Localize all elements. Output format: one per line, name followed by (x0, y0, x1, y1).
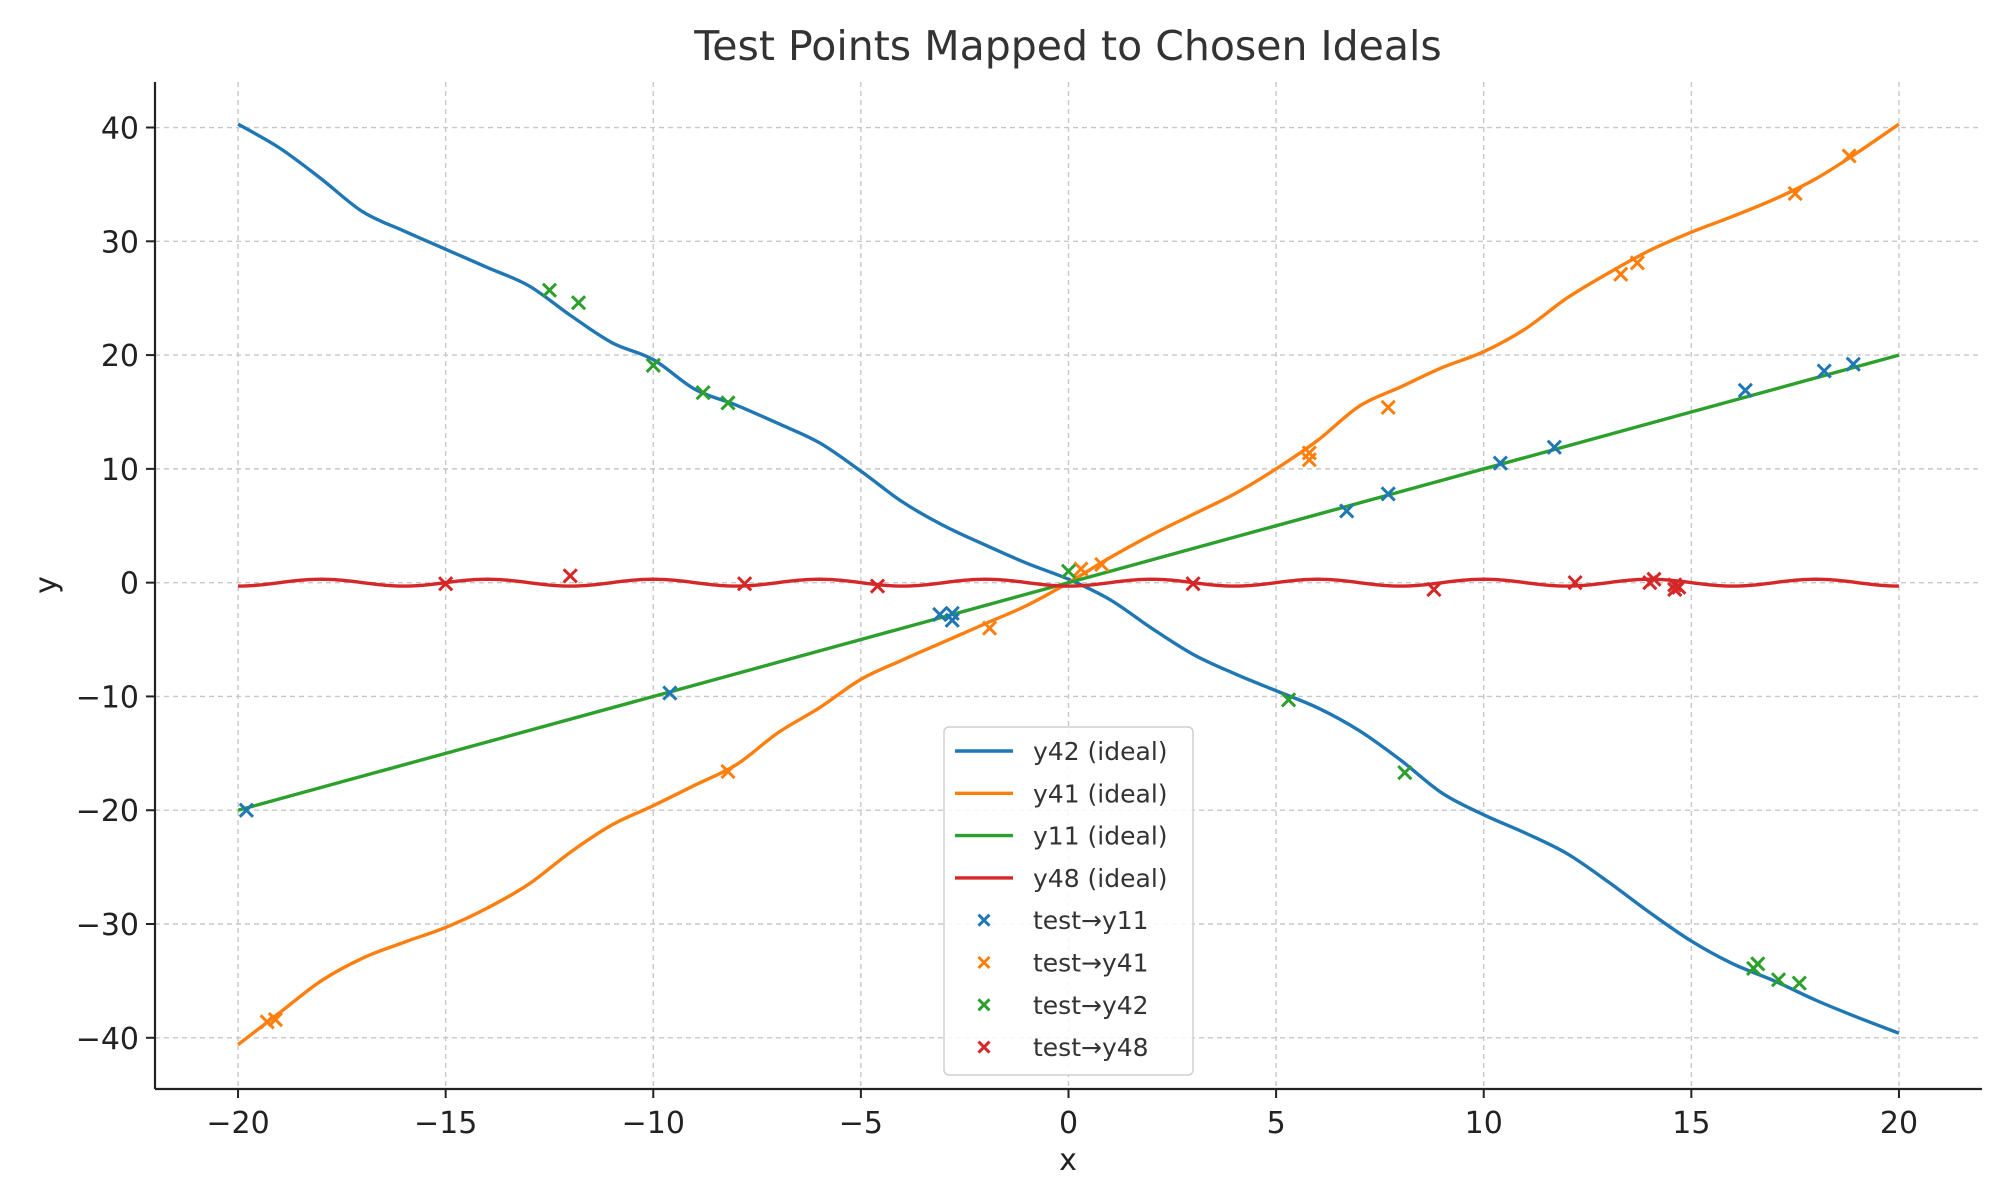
legend-label: y42 (ideal) (1033, 737, 1168, 766)
test-point-marker (267, 1011, 284, 1028)
legend-label: y41 (ideal) (1033, 779, 1168, 808)
test-point-marker (1339, 503, 1355, 519)
x-axis-label: x (1059, 1143, 1077, 1178)
legend-label: y48 (ideal) (1033, 864, 1168, 893)
test-point-marker (541, 282, 558, 298)
test-point-marker (944, 612, 960, 628)
y-tick-label: 10 (101, 453, 139, 488)
series-line-y11-ideal (237, 353, 1900, 812)
y-tick-label: −40 (76, 1022, 139, 1057)
test-point-marker (562, 568, 578, 584)
test-point-marker (1646, 571, 1662, 587)
test-point-markers (238, 148, 1861, 1030)
test-point-marker (1280, 692, 1297, 708)
legend-label: test→y41 (1033, 949, 1149, 978)
legend-marker (977, 955, 991, 970)
test-point-marker (1567, 575, 1583, 591)
y-tick-label: 40 (101, 112, 139, 147)
test-point-marker (932, 606, 948, 623)
y-axis-label: y (29, 576, 64, 594)
test-point-marker (662, 685, 678, 701)
x-tick-label: −20 (206, 1106, 269, 1141)
series-line-y48-ideal (238, 577, 1899, 588)
legend-label: test→y48 (1033, 1033, 1149, 1062)
test-point-marker (1750, 956, 1766, 972)
x-tick-label: 0 (1059, 1106, 1078, 1141)
test-point-marker (1671, 579, 1687, 595)
legend-label: test→y11 (1033, 906, 1149, 935)
test-point-marker (720, 395, 736, 411)
y-tick-label: 20 (101, 339, 139, 374)
y-tick-label: 0 (120, 567, 139, 602)
test-point-marker (645, 357, 661, 373)
test-point-marker (1770, 972, 1787, 988)
y-tick-label: −30 (76, 908, 139, 943)
test-point-marker (981, 620, 998, 636)
test-point-marker (1301, 452, 1317, 468)
x-tick-label: 5 (1267, 1106, 1286, 1141)
chart-title: Test Points Mapped to Chosen Ideals (693, 22, 1442, 70)
legend-marker (977, 998, 991, 1012)
legend-marker (977, 913, 991, 927)
test-point-marker (1629, 255, 1645, 271)
test-point-marker (869, 578, 886, 594)
series-lines (237, 122, 1900, 1046)
test-point-marker (1787, 185, 1803, 202)
x-tick-label: −15 (414, 1106, 477, 1141)
test-point-marker (1816, 363, 1832, 379)
x-tick-label: −5 (839, 1106, 883, 1141)
test-point-marker (1845, 356, 1861, 372)
test-point-marker (1841, 148, 1857, 164)
series-line-y42-ideal (237, 122, 1900, 1035)
x-tick-label: 15 (1672, 1106, 1710, 1141)
test-point-marker (1737, 382, 1753, 398)
legend-label: test→y42 (1033, 991, 1149, 1020)
legend-marker (977, 1040, 991, 1054)
test-point-marker (1546, 439, 1562, 455)
test-point-marker (1185, 576, 1201, 592)
test-point-marker (720, 763, 736, 780)
legend-box (943, 726, 1194, 1076)
test-point-marker (1380, 486, 1396, 502)
test-point-marker (1492, 455, 1508, 471)
test-point-marker (1380, 399, 1396, 416)
ticks: −20 −15 −10 −5 0 5 10 15 20 40 30 20 10 0 −10 −20 −30 −40 (76, 112, 1918, 1141)
y-tick-label: −20 (76, 794, 139, 829)
test-point-marker (695, 385, 711, 401)
test-point-marker (1613, 266, 1629, 282)
test-point-marker (1094, 556, 1110, 573)
test-point-marker (1426, 581, 1442, 598)
test-point-marker (1060, 563, 1077, 579)
x-tick-label: 10 (1465, 1106, 1503, 1141)
x-tick-label: −10 (622, 1106, 685, 1141)
test-point-marker (1791, 975, 1807, 991)
test-point-marker (1397, 765, 1413, 781)
test-point-marker (1073, 561, 1089, 577)
x-tick-label: 20 (1880, 1106, 1918, 1141)
legend: y42 (ideal) y41 (ideal) y11 (ideal) y48 (id… (943, 726, 1194, 1076)
test-point-marker (438, 576, 454, 592)
test-point-marker (570, 295, 587, 311)
y-tick-label: −10 (76, 680, 139, 715)
test-point-marker (238, 802, 254, 818)
y-tick-label: 30 (101, 225, 139, 260)
test-point-marker (737, 576, 753, 592)
legend-label: y11 (ideal) (1033, 822, 1168, 851)
